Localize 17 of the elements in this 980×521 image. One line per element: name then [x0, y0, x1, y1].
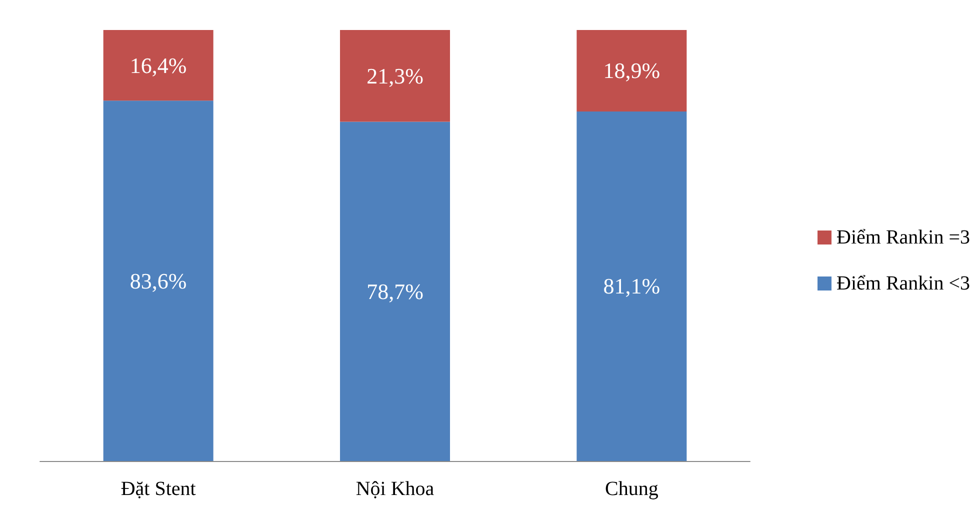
legend-label: Điểm Rankin <3	[836, 272, 970, 294]
x-tick-label: Đặt Stent	[120, 478, 196, 500]
bar	[576, 30, 687, 112]
bar	[103, 30, 214, 101]
data-label: 21,3%	[366, 63, 424, 88]
data-label: 16,4%	[130, 52, 187, 78]
bar	[340, 122, 450, 461]
bar	[576, 111, 687, 461]
bar	[340, 30, 450, 122]
bar	[103, 100, 214, 461]
x-tick-label: Nội Khoa	[356, 478, 434, 500]
data-label: 81,1%	[603, 274, 660, 299]
data-label: 78,7%	[366, 278, 424, 304]
x-tick-label: Chung	[604, 478, 658, 500]
legend-label: Điểm Rankin =3	[836, 226, 970, 248]
data-label: 83,6%	[130, 268, 187, 294]
data-label: 18,9%	[603, 58, 660, 84]
